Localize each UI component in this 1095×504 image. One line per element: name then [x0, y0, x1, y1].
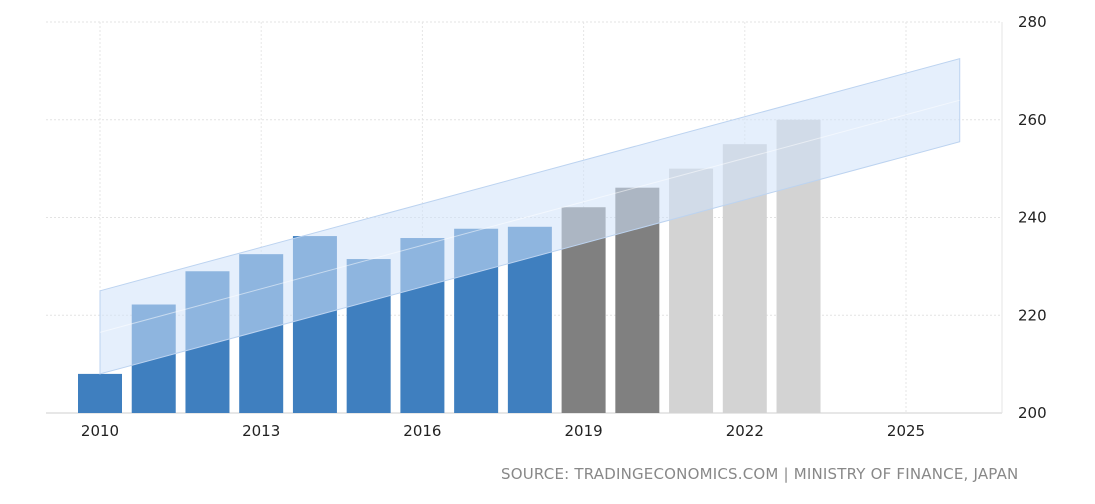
x-tick-label: 2016 — [403, 422, 441, 440]
y-tick-label: 200 — [1018, 404, 1047, 422]
source-text: SOURCE: TRADINGECONOMICS.COM | MINISTRY … — [501, 465, 1019, 483]
y-axis: 200 220 240 260 280 — [1018, 13, 1047, 422]
y-tick-label: 280 — [1018, 13, 1047, 31]
y-tick-label: 260 — [1018, 111, 1047, 129]
x-axis: 2010 2013 2016 2019 2022 2025 — [81, 422, 925, 440]
bar-2010 — [78, 373, 122, 413]
trend-line — [99, 99, 960, 333]
x-tick-label: 2019 — [565, 422, 603, 440]
y-tick-label: 220 — [1018, 306, 1047, 324]
x-tick-label: 2010 — [81, 422, 119, 440]
x-tick-label: 2025 — [887, 422, 925, 440]
x-tick-label: 2013 — [242, 422, 280, 440]
trend-band — [99, 58, 961, 375]
y-tick-label: 240 — [1018, 209, 1047, 227]
x-tick-label: 2022 — [726, 422, 764, 440]
